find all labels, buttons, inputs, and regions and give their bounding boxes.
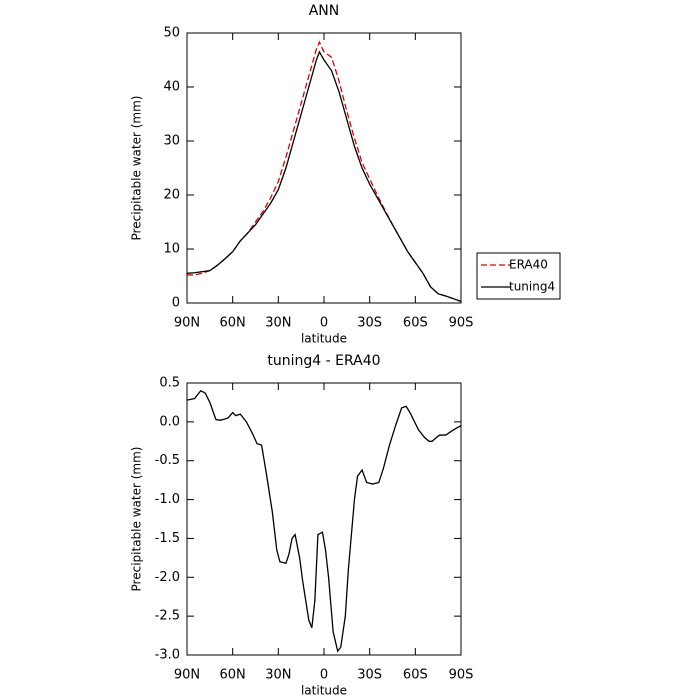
chart-title: ANN [309, 3, 340, 19]
y-tick-label: 0.0 [159, 414, 180, 429]
x-tick-label: 90S [449, 316, 474, 331]
x-tick-label: 30N [265, 668, 291, 683]
line [187, 40, 462, 302]
x-tick-label: 60S [403, 316, 428, 331]
x-tick-label: 60S [403, 668, 428, 683]
legend-box [476, 252, 561, 300]
y-tick-label: 10 [163, 242, 180, 257]
x-axis-label: latitude [301, 332, 347, 346]
y-tick-label: -2.5 [155, 609, 180, 624]
legend-label: tuning4 [509, 280, 555, 294]
y-tick-label: -0.5 [155, 453, 180, 468]
x-tick-label: 30S [357, 668, 382, 683]
y-tick-label: 30 [163, 134, 180, 149]
x-tick-label: 0 [320, 316, 328, 331]
chart-title: tuning4 - ERA40 [267, 353, 380, 369]
x-tick-label: 30N [265, 316, 291, 331]
line [186, 389, 462, 653]
x-tick-label: 0 [320, 668, 328, 683]
y-tick-label: 40 [163, 80, 180, 95]
x-tick-label: 60N [220, 668, 246, 683]
y-tick-label: 20 [163, 188, 180, 203]
x-tick-label: 30S [357, 316, 382, 331]
y-tick-label: -1.0 [155, 492, 180, 507]
line [186, 50, 462, 302]
y-tick-label: -2.0 [155, 570, 180, 585]
legend-label: ERA40 [509, 258, 548, 272]
y-axis-label: Precipitable water (mm) [130, 447, 144, 592]
x-tick-label: 60N [220, 316, 246, 331]
y-axis-label: Precipitable water (mm) [130, 96, 144, 241]
x-axis-label: latitude [301, 684, 347, 698]
plot-frame [186, 32, 462, 304]
y-tick-label: 50 [163, 26, 180, 41]
y-tick-label: 0 [172, 296, 180, 311]
y-tick-label: -3.0 [155, 648, 180, 663]
y-tick-label: -1.5 [155, 531, 180, 546]
plot-frame [186, 382, 462, 656]
x-tick-label: 90S [449, 668, 474, 683]
x-tick-label: 90N [174, 668, 200, 683]
x-tick-label: 90N [174, 316, 200, 331]
y-tick-label: 0.5 [159, 376, 180, 391]
